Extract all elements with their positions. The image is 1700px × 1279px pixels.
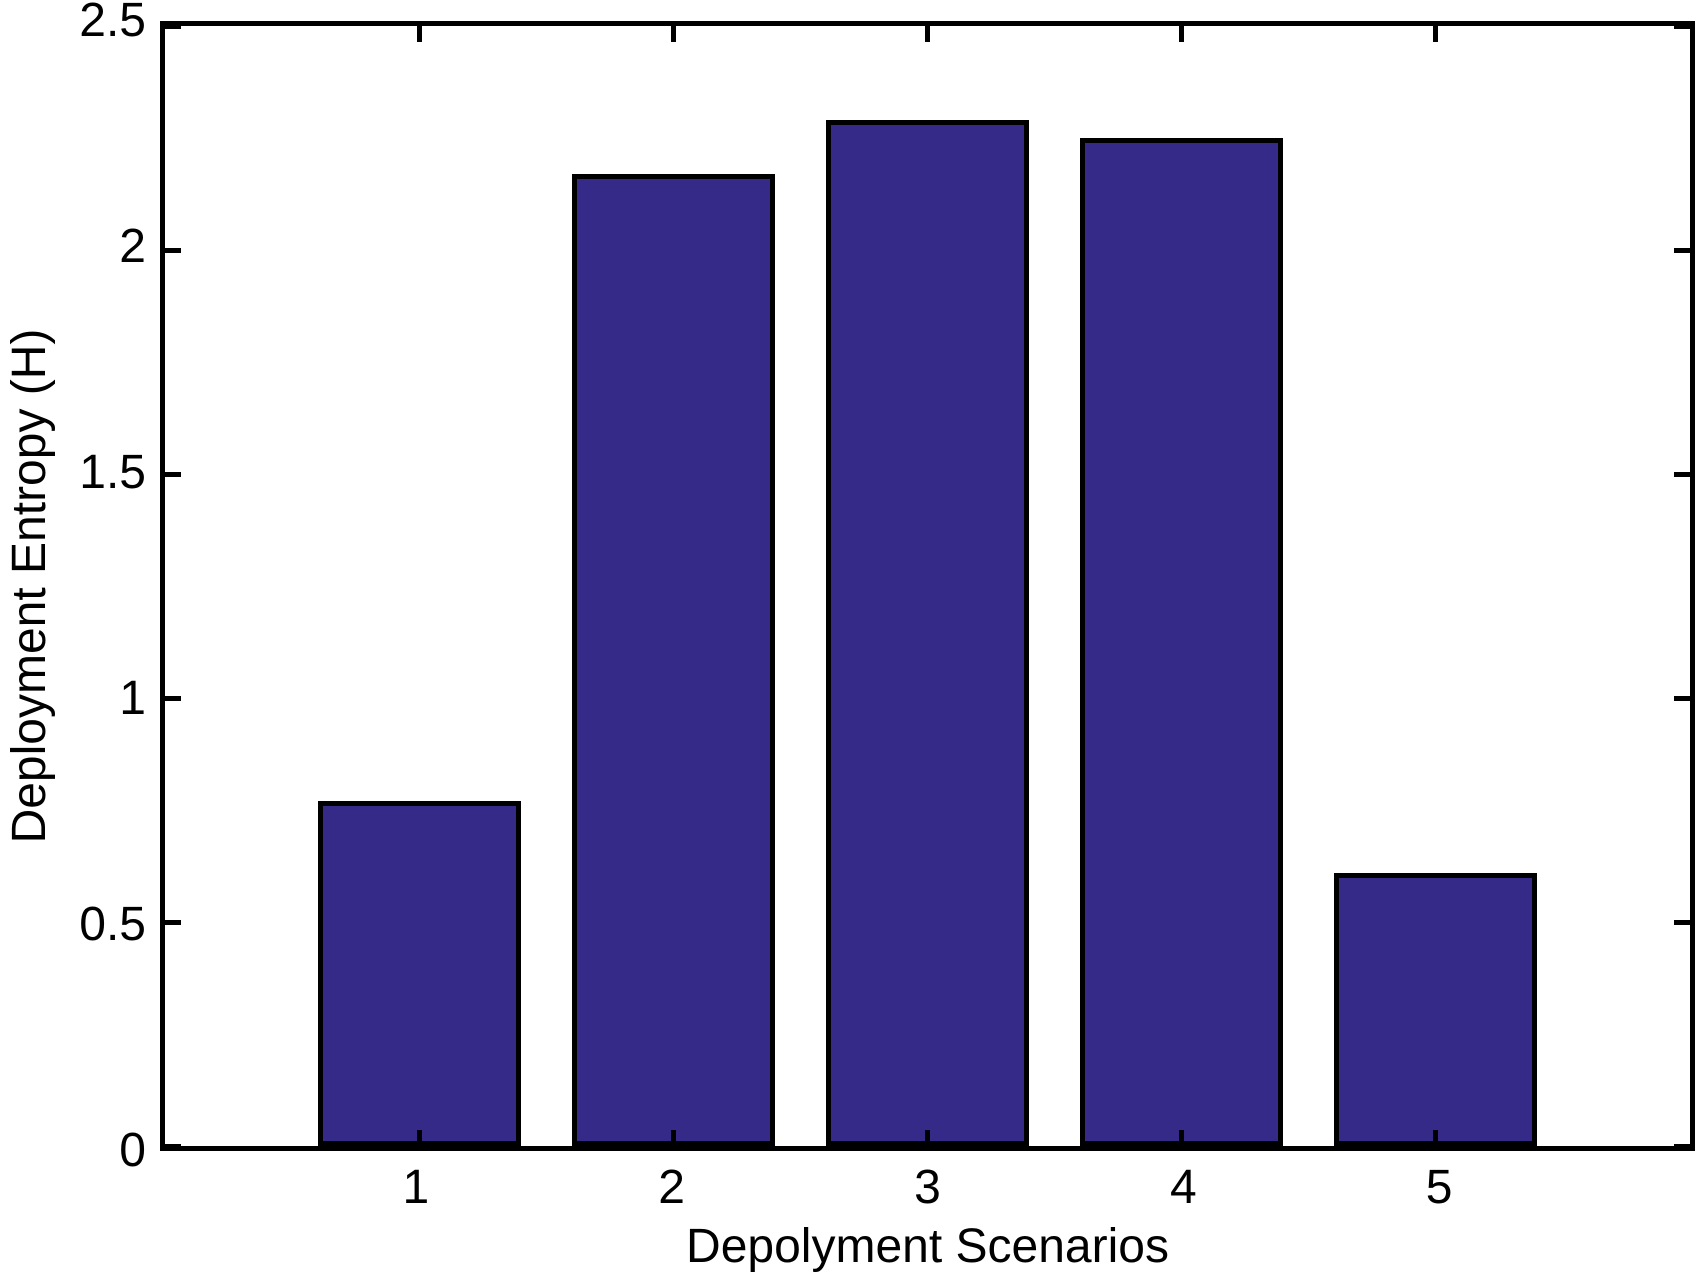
x-tick-mark-bottom (1179, 1130, 1185, 1146)
y-tick-mark-left (165, 1143, 181, 1149)
y-tick-mark-right (1674, 471, 1690, 477)
x-tick-mark-bottom (416, 1130, 422, 1146)
x-tick-mark-bottom (925, 1130, 930, 1146)
x-tick-mark-top (416, 26, 422, 42)
x-tick-label-3: 3 (914, 1161, 941, 1214)
x-tick-label-5: 5 (1425, 1161, 1453, 1214)
y-tick-mark-right (1674, 23, 1690, 29)
x-tick-mark-bottom (670, 1130, 676, 1146)
bar-scenario-4 (1080, 138, 1284, 1146)
x-tick-mark-top (925, 26, 930, 42)
y-tick-mark-right (1674, 919, 1690, 925)
plot-area (160, 21, 1695, 1151)
bar-scenario-3 (825, 120, 1030, 1146)
y-tick-label-1: 1 (119, 672, 146, 725)
y-tick-label-0: 0 (119, 1124, 146, 1177)
y-tick-label-0.5: 0.5 (79, 898, 146, 951)
y-tick-label-1.5: 1.5 (79, 446, 146, 499)
y-tick-mark-left (165, 471, 181, 477)
y-tick-mark-left (165, 247, 181, 253)
y-tick-label-2.5: 2.5 (79, 0, 146, 47)
y-tick-mark-right (1674, 247, 1690, 253)
x-tick-mark-top (670, 26, 676, 42)
x-tick-label-2: 2 (658, 1161, 685, 1214)
y-tick-mark-left (165, 23, 181, 29)
y-tick-mark-right (1674, 1143, 1690, 1149)
x-tick-mark-bottom (1433, 1130, 1439, 1146)
y-axis-title: Deployment Entropy (H) (3, 328, 56, 844)
bar-scenario-2 (571, 173, 775, 1146)
bar-scenario-1 (317, 801, 521, 1146)
x-axis-title: Depolyment Scenarios (686, 1220, 1169, 1273)
x-tick-label-4: 4 (1169, 1161, 1197, 1214)
x-tick-mark-top (1433, 26, 1439, 42)
x-tick-label-1: 1 (402, 1161, 430, 1214)
y-tick-mark-left (165, 919, 181, 925)
y-tick-mark-right (1674, 695, 1690, 701)
y-tick-mark-left (165, 695, 181, 701)
bar-scenario-5 (1334, 872, 1538, 1146)
x-tick-mark-top (1179, 26, 1185, 42)
y-tick-label-2: 2 (119, 220, 146, 273)
